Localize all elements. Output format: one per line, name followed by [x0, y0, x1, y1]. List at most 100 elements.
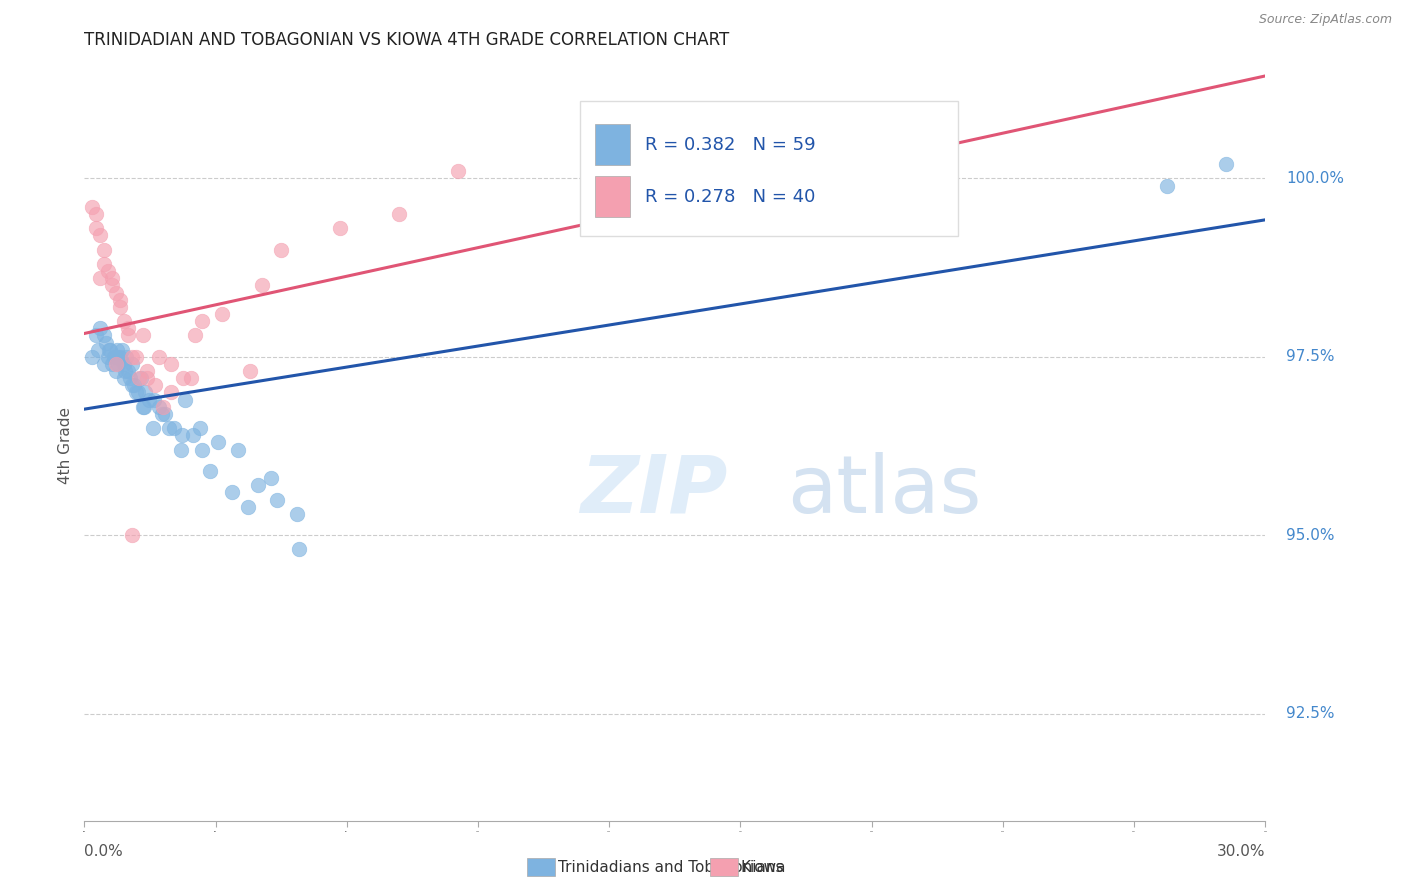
- Point: [132, 328, 155, 343]
- Y-axis label: 4th Grade: 4th Grade: [58, 408, 73, 484]
- Point: [101, 357, 124, 371]
- Point: [221, 485, 243, 500]
- Point: [136, 371, 159, 385]
- Point: [329, 221, 352, 235]
- Point: [105, 343, 128, 357]
- Point: [163, 421, 186, 435]
- Point: [121, 378, 143, 392]
- Point: [94, 335, 117, 350]
- Point: [93, 257, 115, 271]
- Point: [128, 371, 150, 385]
- Text: Source: ZipAtlas.com: Source: ZipAtlas.com: [1258, 13, 1392, 27]
- Point: [124, 350, 146, 364]
- Point: [127, 385, 149, 400]
- Point: [97, 343, 120, 357]
- Point: [270, 243, 292, 257]
- Point: [447, 164, 470, 178]
- Point: [122, 378, 145, 392]
- Point: [117, 364, 139, 378]
- Point: [131, 371, 153, 385]
- Point: [112, 371, 135, 385]
- Point: [84, 221, 107, 235]
- Point: [108, 300, 131, 314]
- Point: [288, 542, 311, 557]
- FancyBboxPatch shape: [581, 102, 959, 236]
- Text: 92.5%: 92.5%: [1286, 706, 1334, 721]
- Point: [82, 200, 104, 214]
- Point: [170, 428, 193, 442]
- Point: [801, 193, 824, 207]
- Point: [170, 442, 193, 457]
- Point: [260, 471, 283, 485]
- Point: [97, 264, 120, 278]
- Point: [250, 278, 273, 293]
- Point: [117, 328, 139, 343]
- Text: R = 0.382   N = 59: R = 0.382 N = 59: [645, 136, 815, 153]
- Point: [1215, 157, 1237, 171]
- Text: 0.0%: 0.0%: [84, 845, 124, 859]
- Point: [84, 207, 107, 221]
- Point: [173, 392, 195, 407]
- Point: [148, 400, 170, 414]
- Point: [121, 528, 143, 542]
- Text: atlas: atlas: [787, 452, 981, 530]
- Point: [190, 421, 212, 435]
- Text: 97.5%: 97.5%: [1286, 350, 1334, 364]
- Point: [236, 500, 259, 514]
- Point: [153, 407, 176, 421]
- Point: [138, 392, 160, 407]
- Point: [134, 385, 156, 400]
- Text: 30.0%: 30.0%: [1218, 845, 1265, 859]
- Point: [239, 364, 262, 378]
- Point: [121, 350, 143, 364]
- Point: [160, 385, 183, 400]
- Point: [285, 507, 308, 521]
- Point: [132, 400, 155, 414]
- Point: [207, 435, 229, 450]
- Point: [89, 228, 111, 243]
- Point: [181, 428, 204, 442]
- Point: [190, 442, 212, 457]
- Point: [121, 357, 143, 371]
- Point: [117, 321, 139, 335]
- Point: [84, 328, 107, 343]
- Text: R = 0.278   N = 40: R = 0.278 N = 40: [645, 188, 815, 206]
- Text: Kiowa: Kiowa: [741, 860, 786, 874]
- Point: [388, 207, 411, 221]
- Point: [152, 400, 174, 414]
- FancyBboxPatch shape: [595, 177, 630, 218]
- Point: [172, 371, 194, 385]
- Point: [112, 357, 135, 371]
- Point: [104, 285, 127, 300]
- Point: [143, 392, 166, 407]
- Point: [142, 421, 165, 435]
- Point: [87, 343, 110, 357]
- Point: [143, 378, 166, 392]
- Point: [246, 478, 269, 492]
- Point: [101, 271, 124, 285]
- Point: [211, 307, 233, 321]
- Point: [226, 442, 249, 457]
- Point: [136, 364, 159, 378]
- Point: [108, 293, 131, 307]
- Point: [93, 243, 115, 257]
- Point: [191, 314, 214, 328]
- Text: 95.0%: 95.0%: [1286, 528, 1334, 542]
- FancyBboxPatch shape: [595, 124, 630, 165]
- Point: [89, 271, 111, 285]
- Point: [104, 364, 127, 378]
- Text: 100.0%: 100.0%: [1286, 171, 1344, 186]
- Text: Trinidadians and Tobagonians: Trinidadians and Tobagonians: [558, 860, 783, 874]
- Point: [1156, 178, 1178, 193]
- Point: [93, 357, 115, 371]
- Point: [112, 314, 135, 328]
- Point: [118, 371, 141, 385]
- Point: [183, 328, 205, 343]
- Point: [134, 400, 156, 414]
- Point: [89, 321, 111, 335]
- Point: [104, 357, 127, 371]
- Point: [101, 278, 124, 293]
- Point: [93, 328, 115, 343]
- Point: [107, 357, 129, 371]
- Point: [160, 357, 183, 371]
